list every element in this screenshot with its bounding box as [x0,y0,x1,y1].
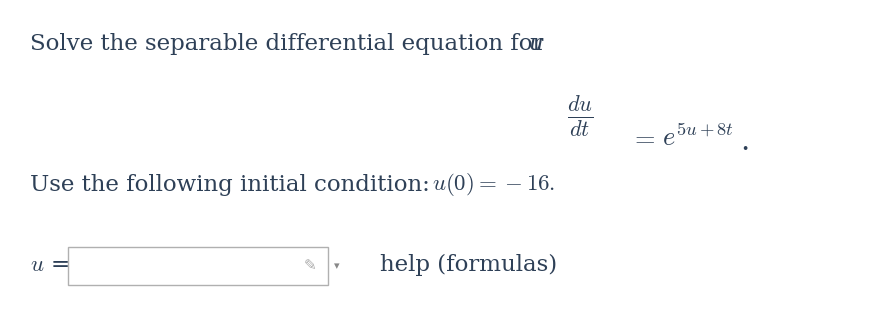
Text: ▾: ▾ [334,261,340,271]
Text: $\mathit{u}(0) = -16.$: $\mathit{u}(0) = -16.$ [432,171,556,198]
Bar [68,247,328,285]
Text: help (formulas): help (formulas) [380,254,557,276]
Text: Use the following initial condition:: Use the following initial condition: [30,174,437,196]
Text: ✎: ✎ [304,258,316,273]
Text: $=$: $=$ [630,126,656,151]
Text: u: u [528,33,543,55]
Text: Solve the separable differential equation for: Solve the separable differential equatio… [30,33,550,55]
Text: $\frac{du}{dt}$: $\frac{du}{dt}$ [567,93,593,139]
Text: $e^{5u+8t}$: $e^{5u+8t}$ [662,125,734,152]
Text: .: . [740,128,749,156]
Text: $\mathit{u}$ =: $\mathit{u}$ = [30,254,69,276]
